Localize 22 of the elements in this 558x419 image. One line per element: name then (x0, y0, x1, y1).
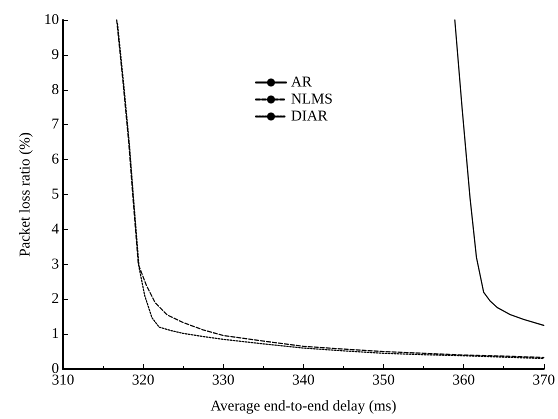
y-tick-label: 4 (52, 221, 60, 238)
y-tick-label: 5 (52, 186, 59, 202)
y-tick-label: 3 (52, 256, 59, 272)
y-axis-title: Packet loss ratio (%) (18, 132, 34, 257)
y-tick-label: 2 (52, 291, 59, 308)
legend-label: NLMS (291, 92, 333, 108)
x-tick-label: 350 (372, 372, 395, 388)
legend-label: DIAR (291, 108, 328, 124)
y-tick-label: 8 (52, 82, 59, 98)
x-tick-label: 330 (212, 372, 234, 388)
y-tick-label: 9 (52, 46, 59, 63)
y-tick-label: 6 (52, 152, 60, 168)
y-tick-label: 1 (52, 326, 59, 342)
y-tick-label: 10 (44, 12, 59, 28)
x-tick-label: 370 (532, 372, 555, 388)
x-axis-title: Average end-to-end delay (ms) (210, 398, 396, 414)
legend-label: AR (291, 74, 312, 90)
x-tick-label: 320 (132, 372, 154, 388)
x-tick-label: 310 (52, 372, 74, 388)
y-tick-label: 7 (52, 116, 60, 133)
x-tick-label: 340 (292, 372, 315, 388)
x-tick-label: 360 (452, 372, 475, 388)
